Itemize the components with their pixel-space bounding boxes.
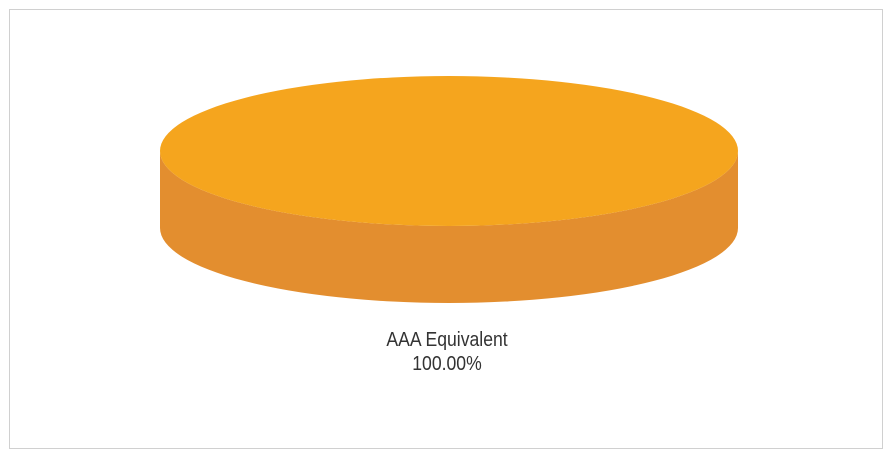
slice-category-label: AAA Equivalent — [386, 329, 508, 351]
pie-slices — [160, 76, 738, 303]
slice-value-label: 100.00% — [412, 353, 482, 375]
pie-chart — [160, 76, 738, 303]
slice-data-label: AAA Equivalent 100.00% — [315, 328, 579, 376]
pie-slice-0 — [160, 76, 738, 226]
pie-slice-side-0 — [160, 151, 738, 303]
